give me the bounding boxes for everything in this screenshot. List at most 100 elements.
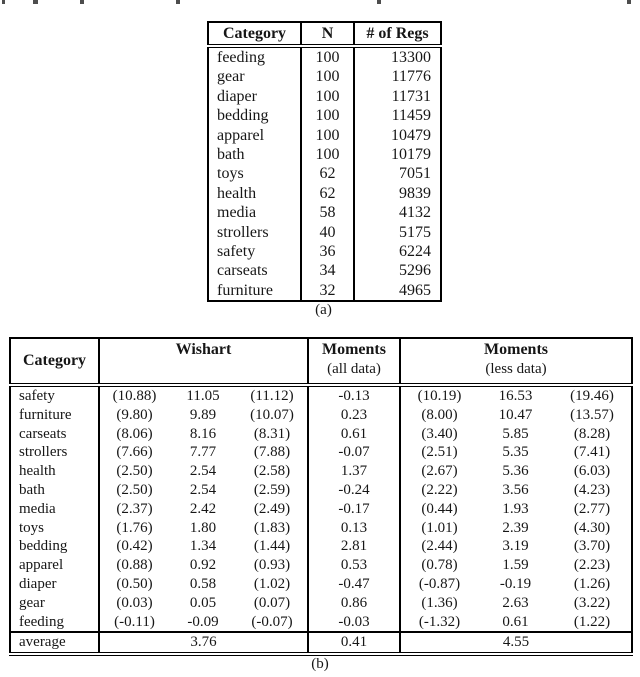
category-cell: safety <box>217 243 256 261</box>
table-b-row: toys (1.76) 1.80 (1.83) 0.13 (1.01) 2.39 (4.30) <box>10 518 632 538</box>
cropped-text-fragment <box>377 0 381 4</box>
moments-less-header-label: Moments <box>484 341 548 358</box>
moments-less-high-cell: (13.57) <box>570 406 614 423</box>
col-header-category: Category <box>10 338 99 387</box>
category-cell: bath <box>217 146 245 164</box>
category-cell: health <box>217 184 257 202</box>
table-b-row: furniture (9.80) 9.89 (10.07) 0.23 (8.00) 10.4… <box>10 405 632 425</box>
table-a-row: toys 62 7051 <box>208 164 441 184</box>
moments-less-high-cell: (1.26) <box>573 575 611 592</box>
wishart-low-cell: (0.88) <box>98 556 169 575</box>
moments-less-high-cell: (4.23) <box>573 481 611 498</box>
moments-all-cell: -0.24 <box>307 480 400 500</box>
wishart-high-cell: (-0.07) <box>251 613 293 630</box>
col-header-regs: # of Regs <box>353 22 441 48</box>
wishart-low-cell: (0.50) <box>98 574 169 594</box>
cropped-text-fragment <box>33 0 38 4</box>
wishart-low-cell: (2.50) <box>98 480 169 500</box>
wishart-point-cell: 7.77 <box>189 444 217 461</box>
table-a-header-row: Category N # of Regs <box>208 22 441 48</box>
category-cell: furniture <box>19 406 72 423</box>
category-cell: media <box>217 204 257 222</box>
regs-cell: 10179 <box>353 145 441 165</box>
moments-less-high-cell: (3.70) <box>573 538 611 555</box>
moments-all-cell: 0.53 <box>307 556 400 575</box>
moments-all-cell: 0.61 <box>307 424 400 444</box>
category-cell: safety <box>19 388 55 404</box>
n-cell: 100 <box>300 86 354 107</box>
wishart-high-cell: (7.88) <box>253 444 291 461</box>
table-b-row: diaper (0.50) 0.58 (1.02) -0.47 (-0.87) -0.19 (… <box>10 574 632 594</box>
wishart-low-cell: (0.03) <box>98 593 169 613</box>
wishart-point-cell: 0.58 <box>189 575 217 592</box>
table-a-row: carseats 34 5296 <box>208 261 441 281</box>
average-moments-all: 0.41 <box>307 631 400 655</box>
wishart-high-cell: (1.83) <box>253 519 291 536</box>
moments-less-high-cell: (3.22) <box>573 594 611 611</box>
wishart-point-cell: 11.05 <box>186 388 220 404</box>
moments-less-high-cell: (1.22) <box>573 613 611 630</box>
category-counts-table: Category N # of Regs feeding 100 13300 gear… <box>207 21 442 303</box>
moments-less-point-cell: 5.35 <box>502 444 529 461</box>
regs-cell: 6224 <box>353 242 441 262</box>
table-b-row: bath (2.50) 2.54 (2.59) -0.24 (2.22) 3.56 (4.23… <box>10 480 632 500</box>
moments-all-header-subLabel: (all data) <box>327 361 381 377</box>
moments-less-high-cell: (2.23) <box>573 557 611 574</box>
moments-all-cell: -0.03 <box>307 612 400 633</box>
average-moments-less: 4.55 <box>398 631 633 655</box>
category-cell: feeding <box>217 49 265 66</box>
table-a-row: health 62 9839 <box>208 183 441 204</box>
table-b-row: gear (0.03) 0.05 (0.07) 0.86 (1.36) 2.63 (3.22) <box>10 593 632 613</box>
n-cell: 62 <box>300 164 354 184</box>
table-a-row: strollers 40 5175 <box>208 222 441 243</box>
wishart-point-cell: 2.54 <box>189 463 217 480</box>
wishart-point-cell: 0.05 <box>189 594 217 611</box>
category-cell: toys <box>19 519 45 536</box>
cropped-text-fragment <box>80 0 84 4</box>
moments-less-low-cell: (3.40) <box>399 424 478 444</box>
table-b-row: carseats (8.06) 8.16 (8.31) 0.61 (3.40) 5.85 (8… <box>10 424 632 444</box>
regs-cell: 9839 <box>353 183 441 204</box>
moments-less-point-cell: 5.85 <box>502 425 529 442</box>
moments-less-low-cell: (2.67) <box>399 462 478 481</box>
wishart-low-cell: (0.42) <box>98 537 169 557</box>
regs-cell: 11776 <box>353 67 441 87</box>
n-cell: 40 <box>300 222 354 243</box>
wishart-low-cell: (9.80) <box>98 405 169 425</box>
moments-all-cell: -0.47 <box>307 574 400 594</box>
moments-all-cell: 2.81 <box>307 537 400 557</box>
n-cell: 34 <box>300 261 354 281</box>
category-cell: bath <box>19 481 45 498</box>
wishart-low-cell: (-0.11) <box>98 612 169 633</box>
table-a-row: furniture 32 4965 <box>208 280 441 302</box>
table-b-row: safety (10.88) 11.05 (11.12) -0.13 (10.19) 16.… <box>10 385 632 406</box>
wishart-high-cell: (2.49) <box>253 500 291 517</box>
regs-cell: 7051 <box>353 164 441 184</box>
n-cell: 32 <box>300 280 354 302</box>
wishart-high-cell: (8.31) <box>253 425 291 442</box>
caption-b: (b) <box>311 656 329 672</box>
category-cell: strollers <box>19 444 68 461</box>
cropped-text-fragment <box>176 0 180 4</box>
moments-less-high-cell: (6.03) <box>573 463 611 480</box>
table-b-body: safety (10.88) 11.05 (11.12) -0.13 (10.19) 16.… <box>10 385 632 633</box>
category-cell: carseats <box>217 262 268 280</box>
wishart-high-cell: (0.93) <box>253 557 291 574</box>
n-cell: 100 <box>300 67 354 87</box>
category-cell: apparel <box>217 126 265 144</box>
category-cell: strollers <box>217 223 269 241</box>
table-b-row: bedding (0.42) 1.34 (1.44) 2.81 (2.44) 3.19 (3.… <box>10 537 632 557</box>
table-a-row: media 58 4132 <box>208 203 441 223</box>
table-a-row: apparel 100 10479 <box>208 125 441 146</box>
table-a-row: diaper 100 11731 <box>208 86 441 107</box>
moments-all-cell: -0.17 <box>307 499 400 519</box>
category-cell: apparel <box>19 557 64 574</box>
wishart-point-cell: 0.92 <box>189 557 217 574</box>
category-cell: diaper <box>19 575 57 592</box>
wishart-header-label: Wishart <box>175 341 232 358</box>
moments-less-point-cell: 3.56 <box>502 481 529 498</box>
moments-less-header-subLabel: (less data) <box>485 361 547 377</box>
col-header-moments-all: Moments (all data) <box>307 338 400 387</box>
category-cell: diaper <box>217 87 257 105</box>
n-cell: 100 <box>300 106 354 126</box>
